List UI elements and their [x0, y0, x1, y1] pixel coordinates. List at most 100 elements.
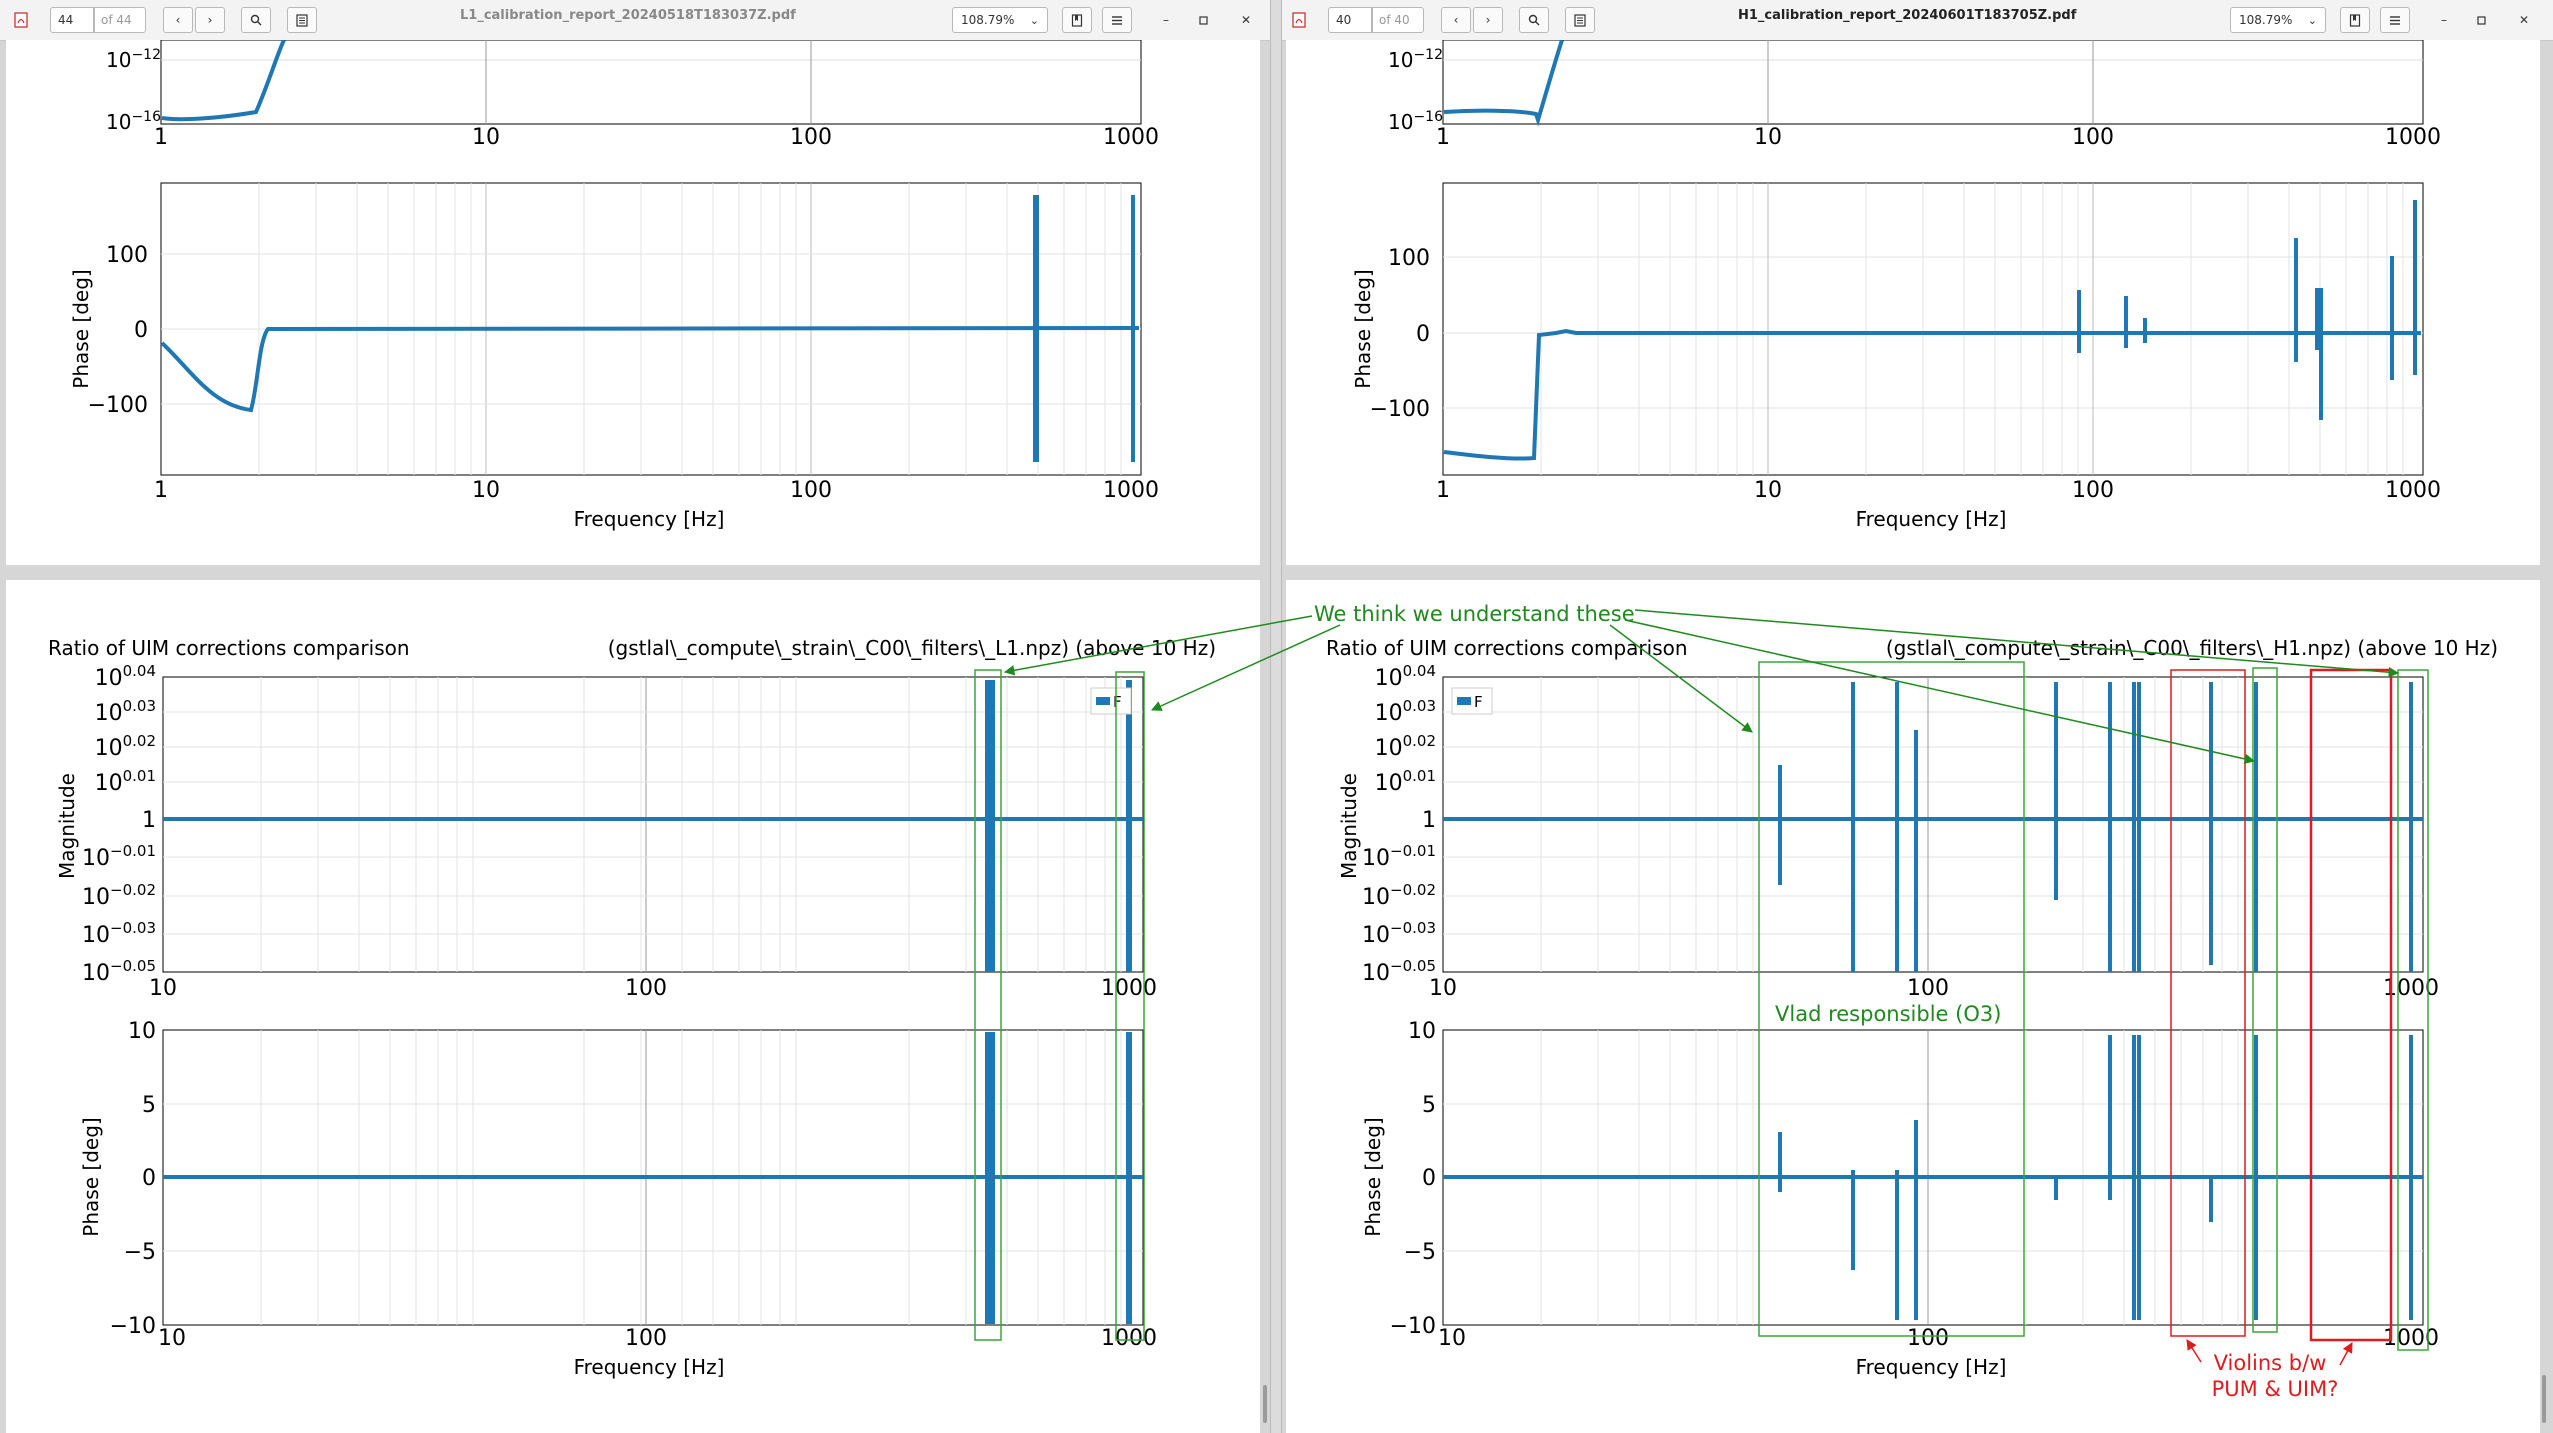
- x-axis-label: Frequency [Hz]: [574, 507, 725, 531]
- phase-panel: 100 0 −100 Phase [deg]: [1351, 182, 2424, 476]
- phase-tick: −5: [1404, 1240, 1436, 1265]
- x-tick: 100: [790, 125, 832, 150]
- phase-tick: 0: [142, 1166, 156, 1191]
- document-title: H1_calibration_report_20240601T183705Z.p…: [1738, 8, 2077, 23]
- legend-label: F: [1474, 693, 1483, 711]
- mag-tick: 10−0.01: [1362, 842, 1436, 871]
- left-viewer-window: 44 of 44 ‹ › L1_calibration_report_20240…: [0, 0, 1270, 1433]
- x-tick: 1000: [1103, 125, 1159, 150]
- x-axis-label: Frequency [Hz]: [574, 1355, 725, 1379]
- right-scrollbar-thumb[interactable]: [2542, 1375, 2546, 1423]
- pane-divider[interactable]: [1270, 0, 1282, 1433]
- phase-tick: −10: [110, 1314, 156, 1339]
- legend-swatch: [1457, 697, 1471, 705]
- x-tick: 1: [154, 125, 168, 150]
- phase-tick: 10: [128, 1019, 156, 1044]
- previous-page-button[interactable]: ‹: [1441, 7, 1471, 33]
- phase-tick: 100: [106, 243, 148, 268]
- magnitude-trace: [161, 40, 286, 122]
- x-axis-label: Frequency [Hz]: [1856, 1355, 2007, 1379]
- chevron-left-icon: ‹: [175, 13, 181, 27]
- menu-button[interactable]: [1102, 7, 1132, 33]
- close-button[interactable]: ✕: [1235, 7, 1257, 33]
- mag-tick: 10−0.03: [82, 919, 156, 948]
- x-tick: 10: [472, 125, 500, 150]
- phase-tick: −100: [1370, 397, 1430, 422]
- phase-tick: 10: [1408, 1019, 1436, 1044]
- x-tick: 100: [790, 478, 832, 503]
- legend-swatch: [1096, 697, 1110, 705]
- mag-tick: 100.02: [1375, 732, 1436, 761]
- zoom-value: 108.79%: [961, 13, 1015, 27]
- menu-button[interactable]: [2380, 7, 2410, 33]
- pdf-app-icon: [10, 7, 32, 33]
- minimize-button[interactable]: –: [1155, 7, 1177, 33]
- search-button[interactable]: [1519, 7, 1549, 33]
- document-title: L1_calibration_report_20240518T183037Z.p…: [460, 8, 796, 23]
- zoom-select[interactable]: 108.79% ⌄: [952, 7, 1048, 33]
- magnitude-strip: 10−12 10−16: [106, 40, 1142, 134]
- x-tick: 100: [2072, 125, 2114, 150]
- bookmark-icon: [2349, 13, 2361, 27]
- minimize-icon: –: [2441, 13, 2447, 27]
- x-tick: 1000: [2383, 976, 2439, 1001]
- page-number-input[interactable]: 44: [50, 7, 94, 33]
- mag-tick: 100.01: [95, 767, 156, 796]
- pdf-page-upper: 10−12 10−16 1 10 100 1000 100 0: [1286, 40, 2540, 565]
- previous-page-button[interactable]: ‹: [163, 7, 193, 33]
- minimize-button[interactable]: –: [2433, 7, 2455, 33]
- magnitude-spike: [1126, 680, 1132, 972]
- zoom-select[interactable]: 108.79% ⌄: [2230, 7, 2326, 33]
- mag-tick: 100.03: [95, 697, 156, 726]
- x-tick: 100: [625, 976, 667, 1001]
- mag-tick: 10−0.05: [1362, 957, 1436, 986]
- phase-ylabel: Phase [deg]: [79, 1117, 103, 1236]
- phase-tick: 5: [142, 1093, 156, 1118]
- search-button[interactable]: [241, 7, 271, 33]
- left-scrollbar-thumb[interactable]: [1263, 1385, 1267, 1423]
- x-tick: 10: [1429, 976, 1457, 1001]
- legend: F: [1090, 687, 1132, 715]
- x-tick: 10: [149, 976, 177, 1001]
- sidebar-toggle-button[interactable]: [287, 7, 317, 33]
- legend-label: F: [1113, 693, 1122, 711]
- magnitude-panel: 100.04 100.03 100.02 100.01 1 10−0.01 10…: [55, 662, 1144, 986]
- magnitude-strip: 10−12 10−16: [1388, 40, 2424, 134]
- sidebar-toggle-button[interactable]: [1565, 7, 1595, 33]
- mag-tick-1e-12: 10−12: [106, 47, 161, 72]
- magnitude-trace: [1443, 40, 1564, 127]
- maximize-icon: [2476, 15, 2486, 25]
- bookmark-icon: [1071, 13, 1083, 27]
- phase-ylabel: Phase [deg]: [1361, 1117, 1385, 1236]
- page-count-label: of 40: [1372, 7, 1424, 33]
- mag-tick-1e-16: 10−16: [106, 109, 161, 134]
- mag-tick: 100.02: [95, 732, 156, 761]
- mag-tick: 10−0.03: [1362, 919, 1436, 948]
- hamburger-menu-icon: [1112, 15, 1122, 25]
- x-tick: 100: [1907, 976, 1949, 1001]
- pdf-page-lower: Ratio of UIM corrections comparison (gst…: [6, 580, 1260, 1433]
- mag-tick: 100.04: [95, 662, 156, 691]
- x-tick: 1000: [1101, 1326, 1157, 1351]
- maximize-button[interactable]: [2470, 7, 2492, 33]
- bookmark-button[interactable]: [1062, 7, 1092, 33]
- phase-spike: [1126, 1032, 1132, 1324]
- phase-panel: 100 0 −100 Phase [deg]: [69, 182, 1142, 476]
- phase-tick: 0: [1416, 322, 1430, 347]
- maximize-icon: [1198, 15, 1208, 25]
- maximize-button[interactable]: [1192, 7, 1214, 33]
- phase-tick: 0: [134, 318, 148, 343]
- phase-spike: [985, 1032, 995, 1324]
- phase-tick: −5: [124, 1240, 156, 1265]
- x-tick: 1000: [1101, 976, 1157, 1001]
- transfer-function-plot: 10−12 10−16 1 10 100 1000 100 0: [1351, 40, 2441, 531]
- close-button[interactable]: ✕: [2513, 7, 2535, 33]
- page-number-input[interactable]: 40: [1328, 7, 1372, 33]
- bookmark-button[interactable]: [2340, 7, 2370, 33]
- next-page-button[interactable]: ›: [195, 7, 225, 33]
- left-toolbar: 44 of 44 ‹ › L1_calibration_report_20240…: [0, 0, 1270, 41]
- next-page-button[interactable]: ›: [1473, 7, 1503, 33]
- x-tick: 10: [1438, 1326, 1466, 1351]
- chevron-down-icon: ⌄: [1029, 13, 1039, 27]
- magnitude-panel: 100.04 100.03 100.02 100.01 1 10−0.01 10…: [1337, 662, 2424, 986]
